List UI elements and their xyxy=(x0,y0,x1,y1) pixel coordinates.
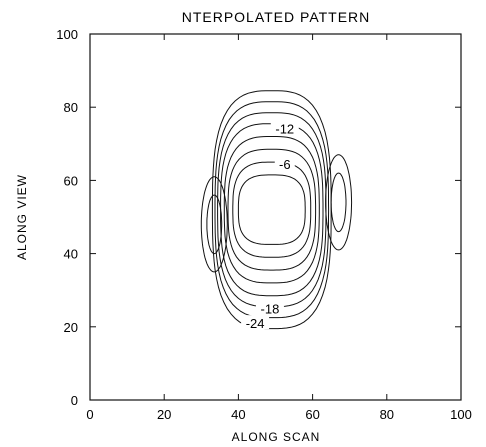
contour-level-label: -6 xyxy=(279,157,291,172)
contour-label-bg xyxy=(241,315,270,330)
x-axis-label: ALONG SCAN xyxy=(232,430,321,444)
side-lobe-contour-right xyxy=(325,154,353,251)
y-tick-label: 60 xyxy=(64,173,78,188)
main-lobe-contour xyxy=(214,101,330,319)
chart-title: NTERPOLATED PATTERN xyxy=(182,9,371,25)
axis-ticks xyxy=(89,33,462,401)
contour-label-bg xyxy=(255,300,284,315)
contour-level-label: -24 xyxy=(246,316,265,331)
x-tick-label: 100 xyxy=(450,407,472,422)
main-lobe-contour xyxy=(227,148,317,271)
y-tick-label: 80 xyxy=(64,100,78,115)
main-lobe-contour xyxy=(237,174,306,245)
x-tick-label: 60 xyxy=(305,407,319,422)
x-tick-label: 20 xyxy=(157,407,171,422)
contour-lines xyxy=(200,90,353,330)
y-tick-label: 0 xyxy=(71,393,78,408)
side-lobe-contour-right xyxy=(330,172,347,233)
main-lobe-contour xyxy=(217,112,327,308)
contour-level-label: -18 xyxy=(261,302,280,317)
main-lobe-contour xyxy=(211,90,332,330)
main-lobe-contour xyxy=(232,161,312,258)
contour-labels: -12 -6 -18-24 xyxy=(241,120,299,331)
contour-level-label: -12 xyxy=(275,121,294,136)
contour-label-bg xyxy=(274,155,295,170)
y-axis-label: ALONG VIEW xyxy=(15,174,29,260)
x-tick-label: 40 xyxy=(231,407,245,422)
side-lobe-contour-left xyxy=(200,176,228,273)
y-tick-label: 20 xyxy=(64,320,78,335)
side-lobe-contour-left xyxy=(206,194,223,255)
x-tick-label: 0 xyxy=(86,407,93,422)
y-tick-label: 40 xyxy=(64,247,78,262)
x-tick-label: 80 xyxy=(380,407,394,422)
plot-frame xyxy=(89,33,462,401)
contour-label-bg xyxy=(270,120,299,135)
y-tick-label: 100 xyxy=(56,27,78,42)
main-lobe-contour xyxy=(223,136,320,284)
tick-labels: 0 20 40 60 80 100 0 20 40 60 80 100 xyxy=(56,27,472,422)
